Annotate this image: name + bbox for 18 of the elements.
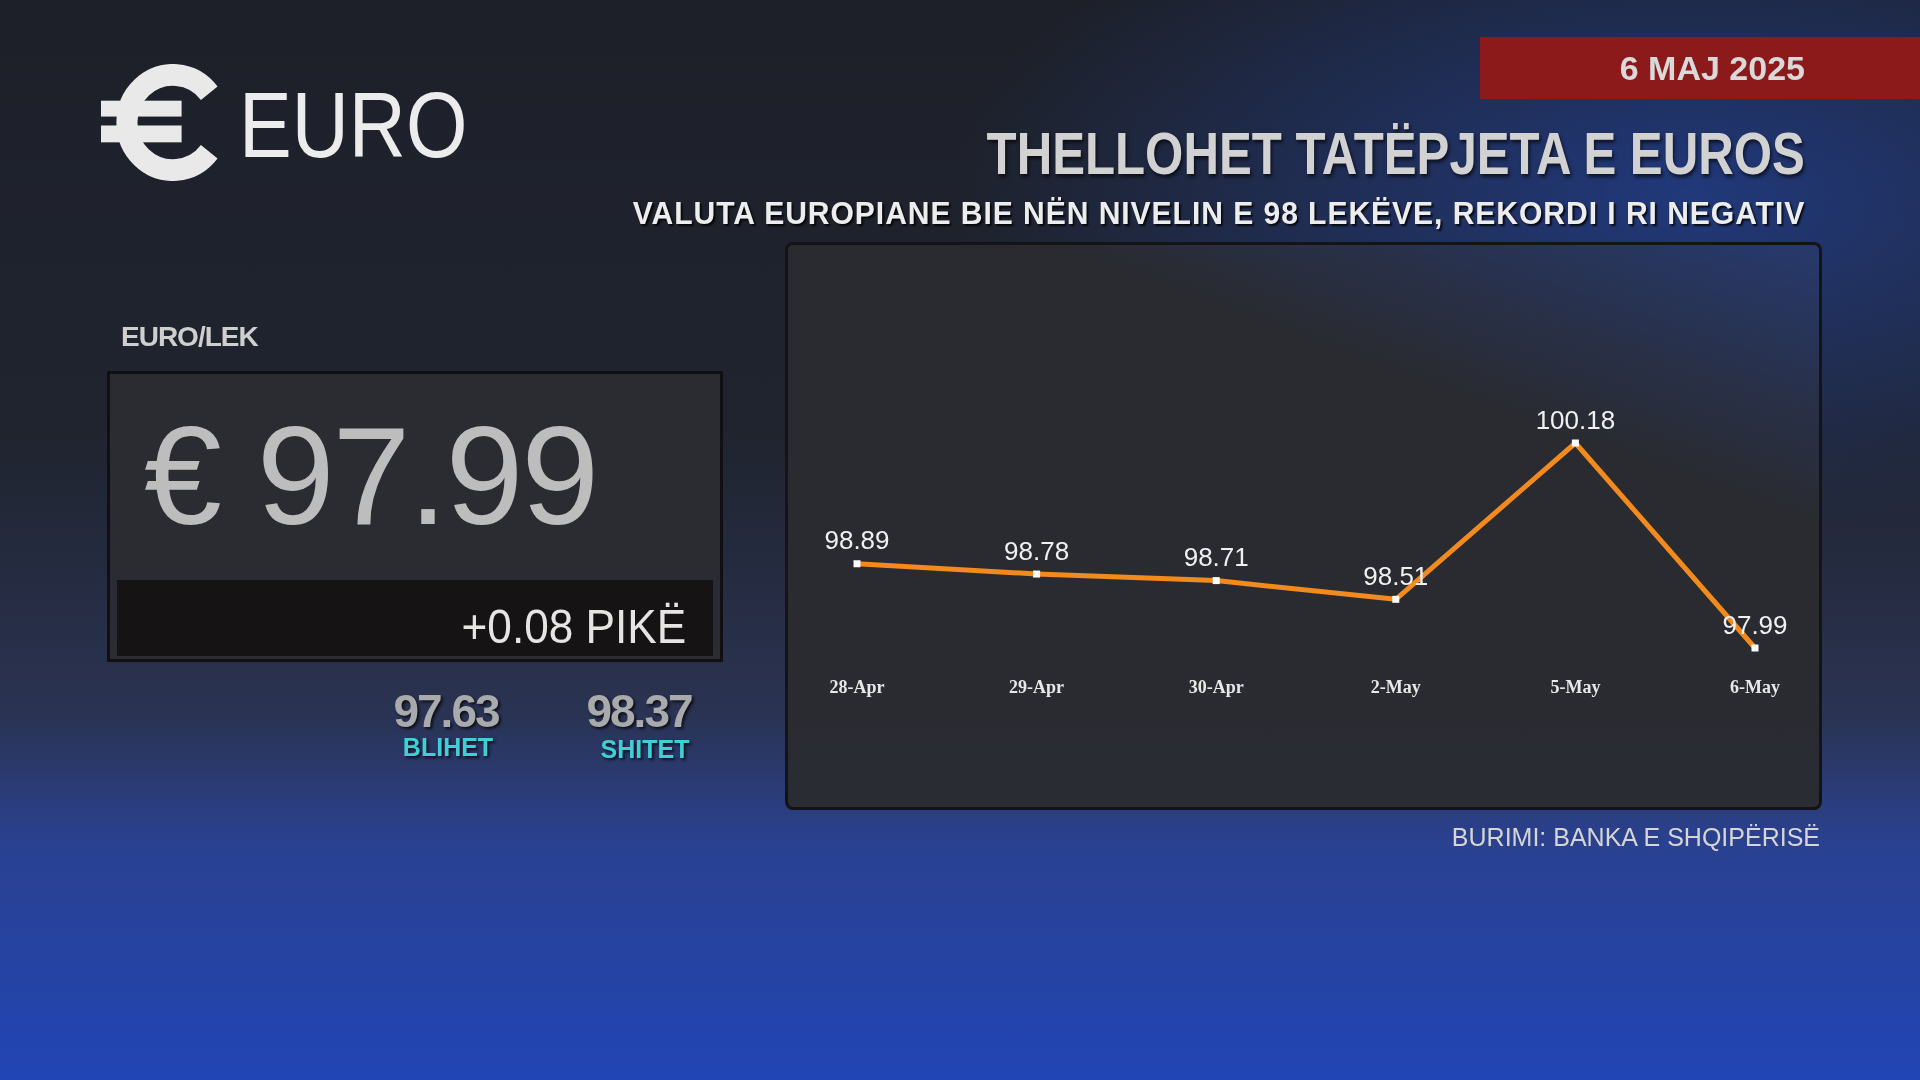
chart-title: THELLOHET TATËPJETA E EUROS [986, 120, 1805, 188]
chart-subtitle: VALUTA EUROPIANE BIE NËN NIVELIN E 98 LEKËVE, REKORDI I RI NEGATIV [632, 194, 1805, 231]
data-label: 100.18 [1535, 404, 1616, 435]
x-tick-label: 28-Apr [829, 677, 885, 697]
text: EURO [239, 73, 468, 178]
text: 6 MAJ 2025 [1619, 49, 1805, 88]
data-label: 98.71 [1183, 542, 1249, 573]
x-tick-label: 5-May [1550, 677, 1601, 697]
data-label: 98.89 [824, 525, 890, 556]
x-tick-label: 29-Apr [1009, 677, 1065, 697]
text: BURIMI: BANKA E SHQIPËRISË [1451, 822, 1820, 851]
x-tick-label: 2-May [1370, 677, 1421, 697]
text: +0.08 PIKË [461, 600, 686, 654]
x-tick-label: 6-May [1730, 677, 1780, 697]
text: € 97.99 [144, 397, 598, 555]
text: EURO/LEK [121, 321, 258, 353]
data-label: 98.78 [1004, 535, 1070, 566]
x-tick-label: 30-Apr [1188, 677, 1244, 697]
